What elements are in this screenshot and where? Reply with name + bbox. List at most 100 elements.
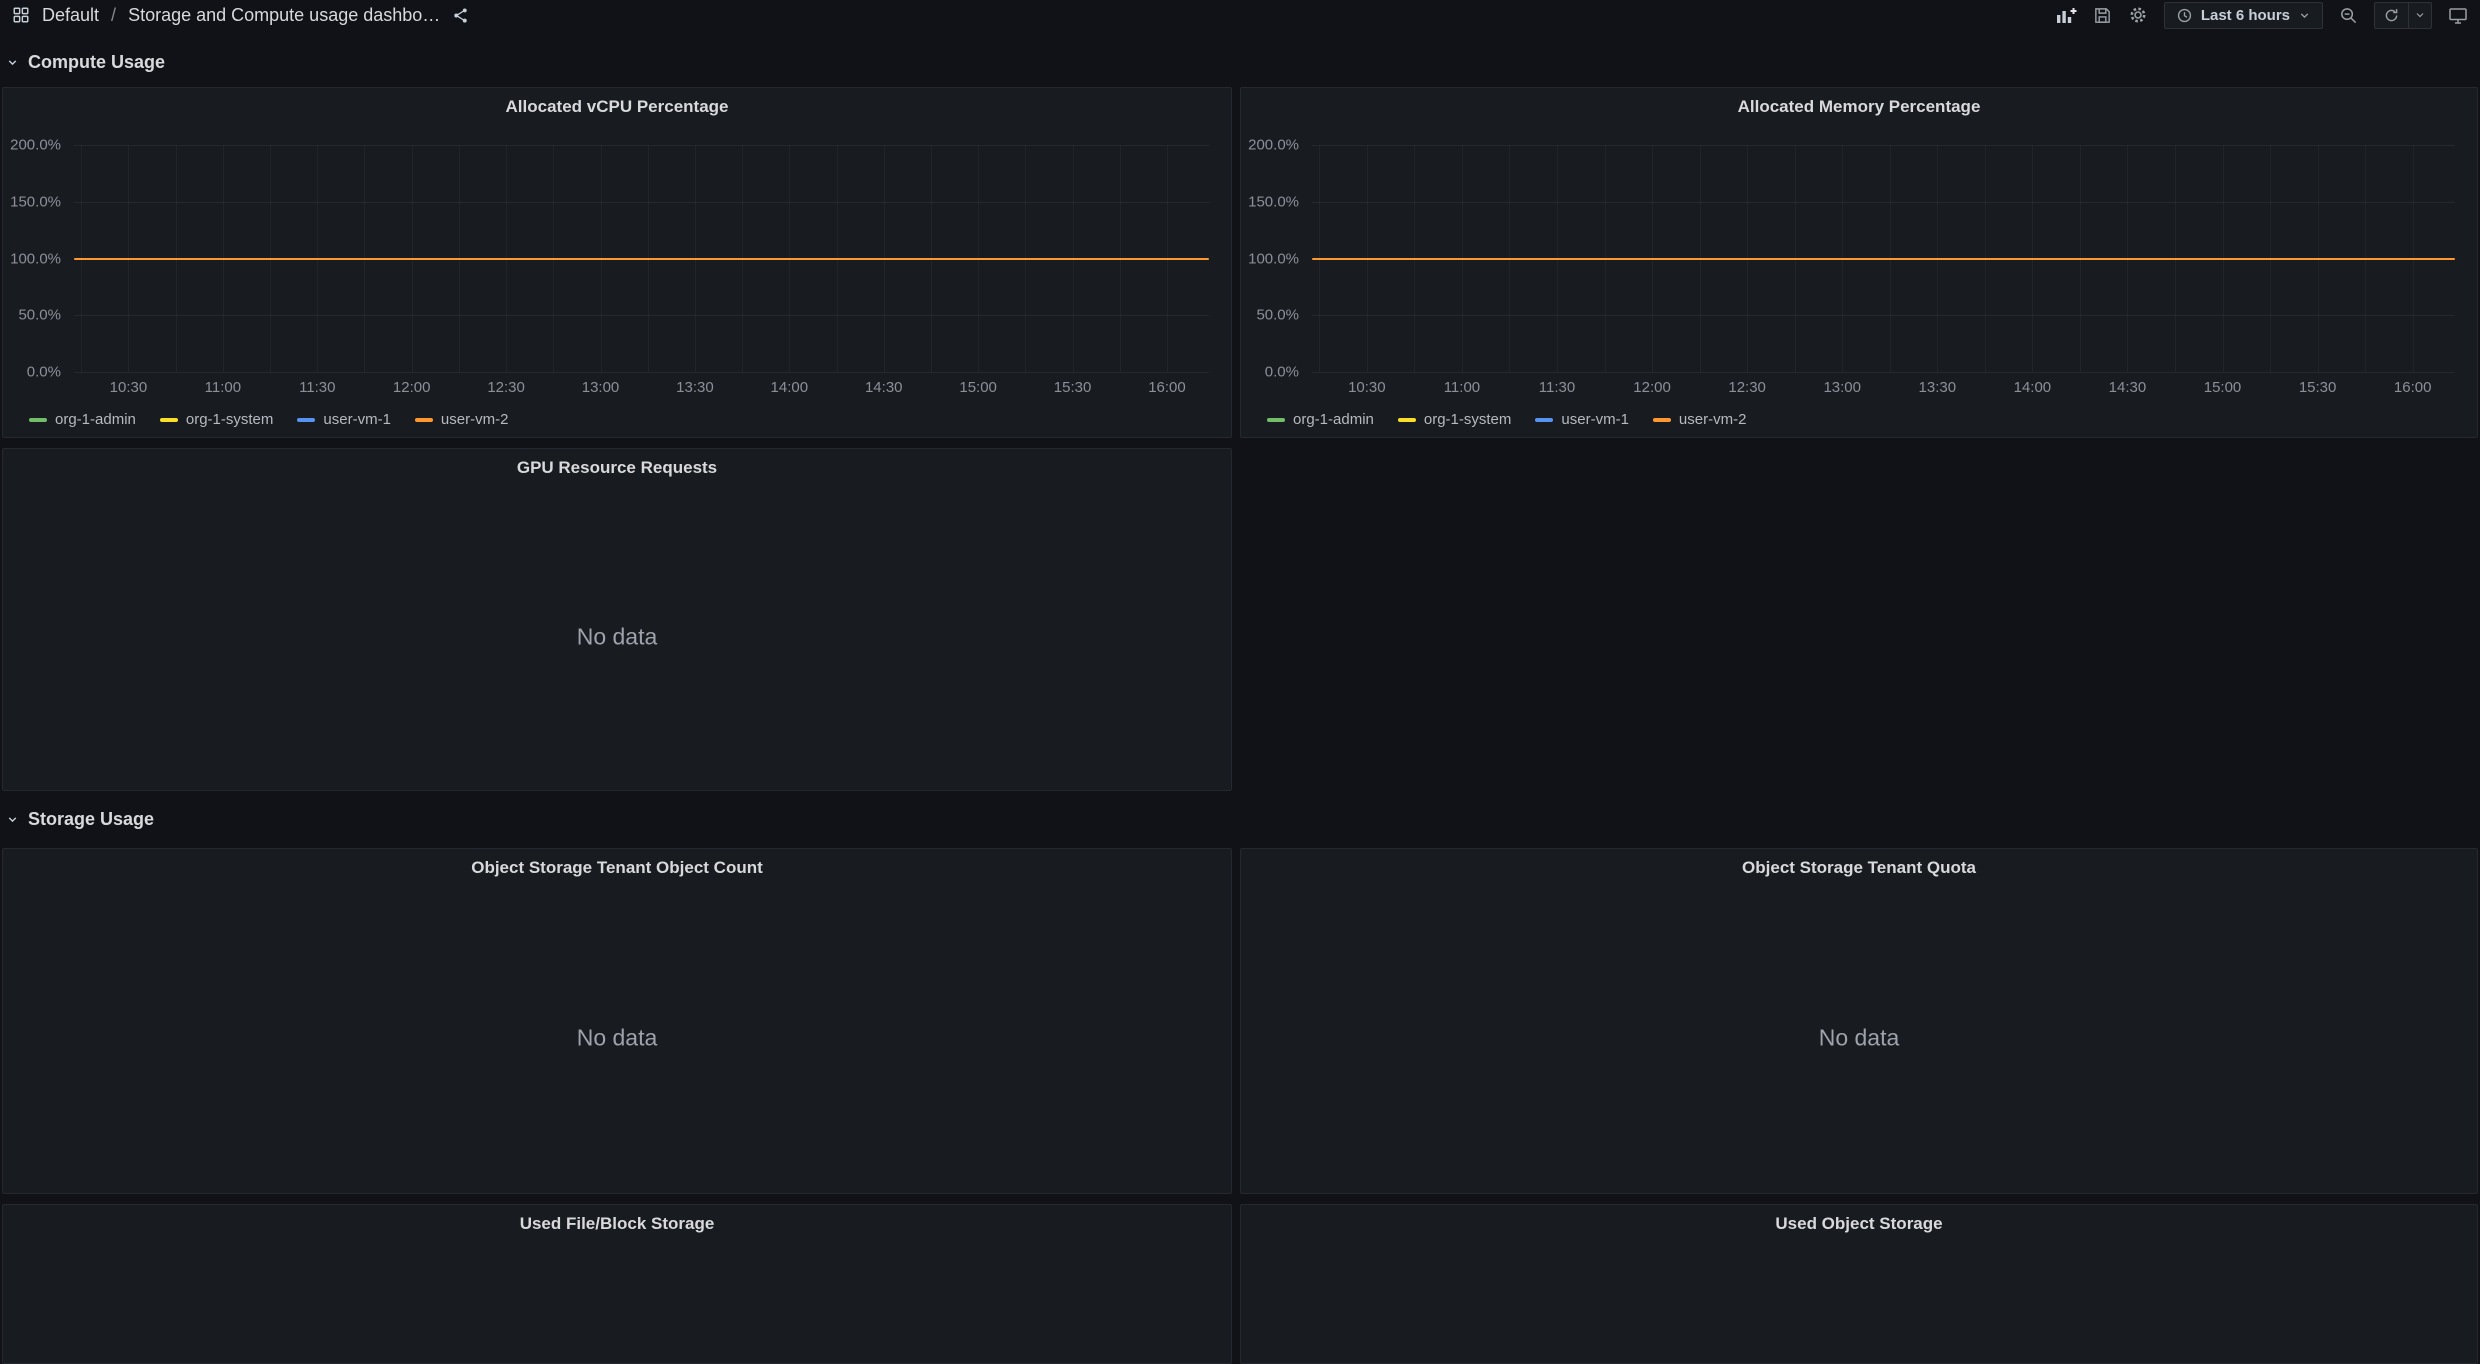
legend-item-org-1-system[interactable]: org-1-system bbox=[159, 411, 274, 428]
y-tick-label: 0.0% bbox=[1264, 363, 1299, 381]
legend-label: org-1-system bbox=[185, 411, 274, 428]
legend-swatch bbox=[1397, 417, 1416, 422]
legend-swatch bbox=[297, 417, 316, 422]
chevron-down-icon bbox=[2298, 9, 2311, 22]
no-data-message: No data bbox=[576, 623, 658, 650]
zoom-out-button[interactable] bbox=[2339, 6, 2358, 25]
cycle-view-mode-button[interactable] bbox=[2448, 5, 2468, 25]
x-tick-label: 14:30 bbox=[2108, 379, 2147, 396]
x-tick-label: 13:00 bbox=[581, 379, 620, 396]
panel-title[interactable]: Allocated vCPU Percentage bbox=[505, 97, 729, 116]
save-dashboard-button[interactable] bbox=[2093, 6, 2112, 25]
x-tick-label: 11:00 bbox=[1443, 379, 1481, 396]
panel-title[interactable]: Used File/Block Storage bbox=[519, 1214, 715, 1233]
panel-used-file-block-storage: Used File/Block Storage bbox=[2, 1204, 1232, 1364]
time-range-label: Last 6 hours bbox=[2200, 6, 2290, 24]
x-tick-label: 15:00 bbox=[959, 379, 997, 396]
x-tick-label: 15:30 bbox=[1053, 379, 1092, 396]
y-tick-label: 200.0% bbox=[10, 136, 61, 154]
y-tick-label: 0.0% bbox=[26, 363, 61, 381]
panel-allocated-memory: Allocated Memory Percentage 200.0% 150.0%… bbox=[1240, 87, 2478, 438]
legend-swatch bbox=[1267, 417, 1285, 422]
time-range-picker[interactable]: Last 6 hours bbox=[2163, 1, 2323, 29]
breadcrumb: Default / Storage and Compute usage dash… bbox=[12, 5, 469, 26]
legend-item-user-vm-1[interactable]: user-vm-1 bbox=[1535, 411, 1629, 428]
timeseries-chart: 200.0% 150.0% 100.0% 50.0% 0.0% 10:30 11:00 11… bbox=[1241, 88, 2477, 437]
legend-item-user-vm-2[interactable]: user-vm-2 bbox=[1652, 411, 1746, 428]
panel-gpu-resource-requests: GPU Resource Requests No data bbox=[2, 448, 1232, 791]
x-tick-label: 12:30 bbox=[487, 379, 525, 396]
timeseries-chart: 200.0% 150.0% 100.0% 50.0% 0.0% 10:30 11:00 11… bbox=[3, 88, 1231, 437]
x-tick-label: 11:30 bbox=[1538, 379, 1576, 396]
topbar: Default / Storage and Compute usage dash… bbox=[0, 0, 2480, 30]
panel-title[interactable]: GPU Resource Requests bbox=[516, 458, 718, 477]
gridline bbox=[1312, 315, 2455, 317]
legend-item-user-vm-1[interactable]: user-vm-1 bbox=[297, 411, 391, 428]
gridline bbox=[1312, 201, 2455, 203]
dashboard-settings-button[interactable] bbox=[2128, 5, 2148, 25]
dashboards-grid-icon[interactable] bbox=[12, 6, 30, 24]
legend-label: org-1-admin bbox=[55, 411, 136, 428]
x-tick-label: 13:00 bbox=[1823, 379, 1861, 396]
x-tick-label: 15:00 bbox=[2203, 379, 2242, 396]
y-tick-label: 150.0% bbox=[1248, 193, 1299, 211]
refresh-button[interactable] bbox=[2375, 3, 2408, 28]
x-axis: 10:30 11:00 11:30 12:00 12:30 13:00 13:30 14:00… bbox=[1312, 379, 2455, 397]
chart-legend: org-1-admin org-1-system user-vm-1 user-vm-… bbox=[29, 411, 508, 428]
row-header-storage-usage[interactable]: Storage Usage bbox=[6, 805, 154, 833]
gridline bbox=[74, 372, 1209, 373]
legend-swatch bbox=[414, 417, 433, 422]
legend-item-org-1-admin[interactable]: org-1-admin bbox=[1267, 411, 1374, 428]
legend-swatch bbox=[29, 417, 47, 422]
legend-item-user-vm-2[interactable]: user-vm-2 bbox=[414, 411, 509, 428]
refresh-interval-dropdown[interactable] bbox=[2408, 2, 2431, 28]
y-tick-label: 50.0% bbox=[18, 306, 61, 324]
y-axis: 200.0% 150.0% 100.0% 50.0% 0.0% bbox=[3, 137, 61, 381]
breadcrumb-root[interactable]: Default bbox=[42, 4, 100, 25]
legend-label: org-1-admin bbox=[1293, 411, 1374, 428]
x-tick-label: 10:30 bbox=[1348, 379, 1386, 396]
no-data-message: No data bbox=[576, 1024, 658, 1051]
chart-plot-area[interactable] bbox=[1312, 145, 2455, 373]
row-header-compute-usage[interactable]: Compute Usage bbox=[6, 48, 165, 76]
legend-item-org-1-admin[interactable]: org-1-admin bbox=[29, 411, 136, 428]
series-line-user-vm-2 bbox=[1312, 257, 2455, 260]
x-tick-label: 14:30 bbox=[864, 379, 903, 396]
row-label: Storage Usage bbox=[28, 808, 155, 829]
gridline bbox=[1312, 145, 2455, 146]
legend-label: org-1-system bbox=[1423, 411, 1512, 428]
gridline bbox=[74, 315, 1209, 317]
y-tick-label: 50.0% bbox=[1256, 306, 1299, 324]
x-tick-label: 11:30 bbox=[299, 379, 336, 396]
panel-title[interactable]: Allocated Memory Percentage bbox=[1737, 97, 1981, 116]
panel-title[interactable]: Used Object Storage bbox=[1775, 1214, 1943, 1233]
x-tick-label: 15:30 bbox=[2298, 379, 2337, 396]
legend-item-org-1-system[interactable]: org-1-system bbox=[1397, 411, 1512, 428]
chart-legend: org-1-admin org-1-system user-vm-1 user-vm-… bbox=[1267, 411, 1746, 428]
row-label: Compute Usage bbox=[28, 51, 166, 72]
chevron-down-icon bbox=[6, 813, 19, 826]
share-icon[interactable] bbox=[452, 7, 469, 24]
series-line-user-vm-2 bbox=[74, 257, 1209, 260]
refresh-button-group bbox=[2374, 1, 2432, 29]
y-tick-label: 150.0% bbox=[10, 193, 61, 211]
x-tick-label: 10:30 bbox=[109, 379, 148, 396]
panel-allocated-vcpu: Allocated vCPU Percentage 200.0% 150.0% 10… bbox=[2, 87, 1232, 438]
gridline bbox=[1312, 372, 2455, 373]
x-tick-label: 16:00 bbox=[2393, 379, 2432, 396]
panel-title[interactable]: Object Storage Tenant Object Count bbox=[471, 858, 763, 877]
panel-title[interactable]: Object Storage Tenant Quota bbox=[1742, 858, 1976, 877]
x-axis: 10:30 11:00 11:30 12:00 12:30 13:00 13:30 14:00… bbox=[74, 379, 1209, 397]
add-panel-button[interactable] bbox=[2055, 5, 2077, 25]
y-tick-label: 100.0% bbox=[1248, 250, 1299, 267]
legend-label: user-vm-2 bbox=[440, 411, 509, 428]
legend-label: user-vm-1 bbox=[1561, 411, 1629, 428]
x-tick-label: 16:00 bbox=[1148, 379, 1186, 396]
breadcrumb-dashboard-title[interactable]: Storage and Compute usage dashbo… bbox=[128, 4, 441, 25]
legend-swatch bbox=[159, 417, 178, 422]
chevron-down-icon bbox=[6, 56, 19, 69]
legend-swatch bbox=[1652, 417, 1671, 422]
y-tick-label: 100.0% bbox=[10, 250, 61, 267]
panel-object-storage-tenant-quota: Object Storage Tenant Quota No data bbox=[1240, 848, 2478, 1194]
chart-plot-area[interactable] bbox=[74, 145, 1209, 373]
